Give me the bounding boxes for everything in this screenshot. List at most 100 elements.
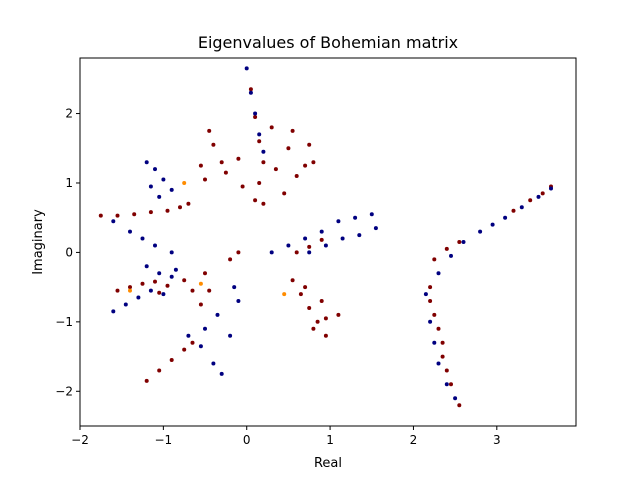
data-point	[115, 213, 120, 218]
data-point	[315, 319, 320, 324]
data-point	[144, 378, 149, 383]
data-point	[215, 312, 220, 317]
x-tick-label: 2	[410, 433, 418, 447]
data-point	[186, 201, 191, 206]
data-point	[436, 361, 441, 366]
y-tick-label: −1	[55, 315, 73, 329]
data-point	[261, 149, 266, 154]
data-point	[173, 267, 178, 272]
data-point	[298, 292, 303, 297]
data-point	[223, 170, 228, 175]
data-point	[282, 191, 287, 196]
data-point	[211, 142, 216, 147]
data-point	[136, 295, 141, 300]
data-point	[169, 187, 174, 192]
data-point	[115, 288, 120, 293]
data-point	[444, 382, 449, 387]
data-point	[290, 278, 295, 283]
x-axis-label: Real	[314, 456, 342, 471]
data-point	[253, 115, 258, 119]
data-point	[286, 243, 291, 248]
data-point	[153, 279, 157, 284]
data-point	[128, 288, 132, 293]
data-point	[128, 229, 132, 234]
data-point	[148, 288, 153, 293]
data-point	[282, 292, 287, 297]
data-point	[449, 253, 453, 258]
data-point	[261, 160, 266, 165]
data-point	[98, 213, 103, 218]
data-point	[169, 358, 174, 362]
data-point	[190, 288, 195, 293]
data-point	[257, 139, 262, 144]
data-point	[311, 326, 316, 331]
data-point	[128, 285, 132, 290]
data-point	[453, 396, 458, 401]
data-point	[336, 312, 341, 317]
data-point	[319, 237, 324, 242]
data-point	[528, 198, 533, 203]
data-point	[157, 368, 162, 373]
data-point	[353, 215, 358, 220]
y-axis-ticks: −2 −1 0 1 2	[55, 107, 80, 398]
y-tick-label: 0	[65, 245, 73, 259]
data-point	[236, 299, 241, 303]
data-point	[303, 285, 308, 290]
data-point	[207, 128, 212, 133]
data-point	[440, 340, 445, 345]
data-point	[157, 271, 162, 276]
data-point	[269, 125, 274, 130]
data-point	[111, 219, 116, 224]
data-point	[198, 163, 203, 168]
data-point	[111, 309, 116, 314]
data-point	[444, 246, 449, 251]
data-point	[228, 257, 233, 262]
data-point	[240, 184, 245, 189]
data-point	[203, 177, 207, 182]
x-tick-label: −2	[71, 433, 89, 447]
data-point	[428, 319, 433, 324]
data-point	[373, 226, 378, 231]
data-point	[336, 219, 341, 224]
chart-title: Eigenvalues of Bohemian matrix	[198, 33, 458, 52]
data-point	[140, 236, 145, 241]
data-point	[357, 233, 362, 238]
data-point	[236, 156, 241, 161]
data-point	[549, 186, 553, 191]
plot-frame	[79, 57, 577, 427]
data-point	[490, 222, 495, 227]
data-point	[307, 250, 312, 255]
data-point	[319, 229, 324, 234]
data-point	[261, 201, 266, 206]
data-point	[178, 205, 182, 210]
data-point	[165, 208, 170, 213]
data-point	[273, 167, 278, 172]
data-point	[323, 243, 328, 248]
data-point	[169, 250, 174, 255]
data-point	[165, 283, 170, 288]
data-point	[286, 146, 291, 151]
data-point	[123, 302, 128, 307]
data-point	[236, 250, 241, 255]
data-point	[432, 257, 437, 262]
data-point	[153, 243, 157, 248]
data-point	[144, 264, 149, 269]
data-point	[269, 250, 274, 255]
data-point	[198, 302, 203, 307]
data-point	[232, 285, 237, 290]
data-point	[436, 271, 441, 276]
y-tick-label: 1	[65, 176, 73, 190]
data-point	[340, 236, 345, 241]
data-point	[323, 333, 328, 338]
data-point	[432, 312, 437, 317]
x-axis-ticks: −2 −1 0 1 2 3	[71, 426, 501, 447]
data-point	[540, 191, 545, 196]
data-point	[428, 299, 433, 303]
data-point	[461, 240, 466, 244]
data-point	[248, 90, 253, 95]
data-point	[428, 285, 433, 290]
data-point	[457, 403, 462, 408]
data-point	[457, 240, 462, 244]
y-tick-label: 2	[65, 107, 73, 121]
data-point	[519, 205, 524, 210]
